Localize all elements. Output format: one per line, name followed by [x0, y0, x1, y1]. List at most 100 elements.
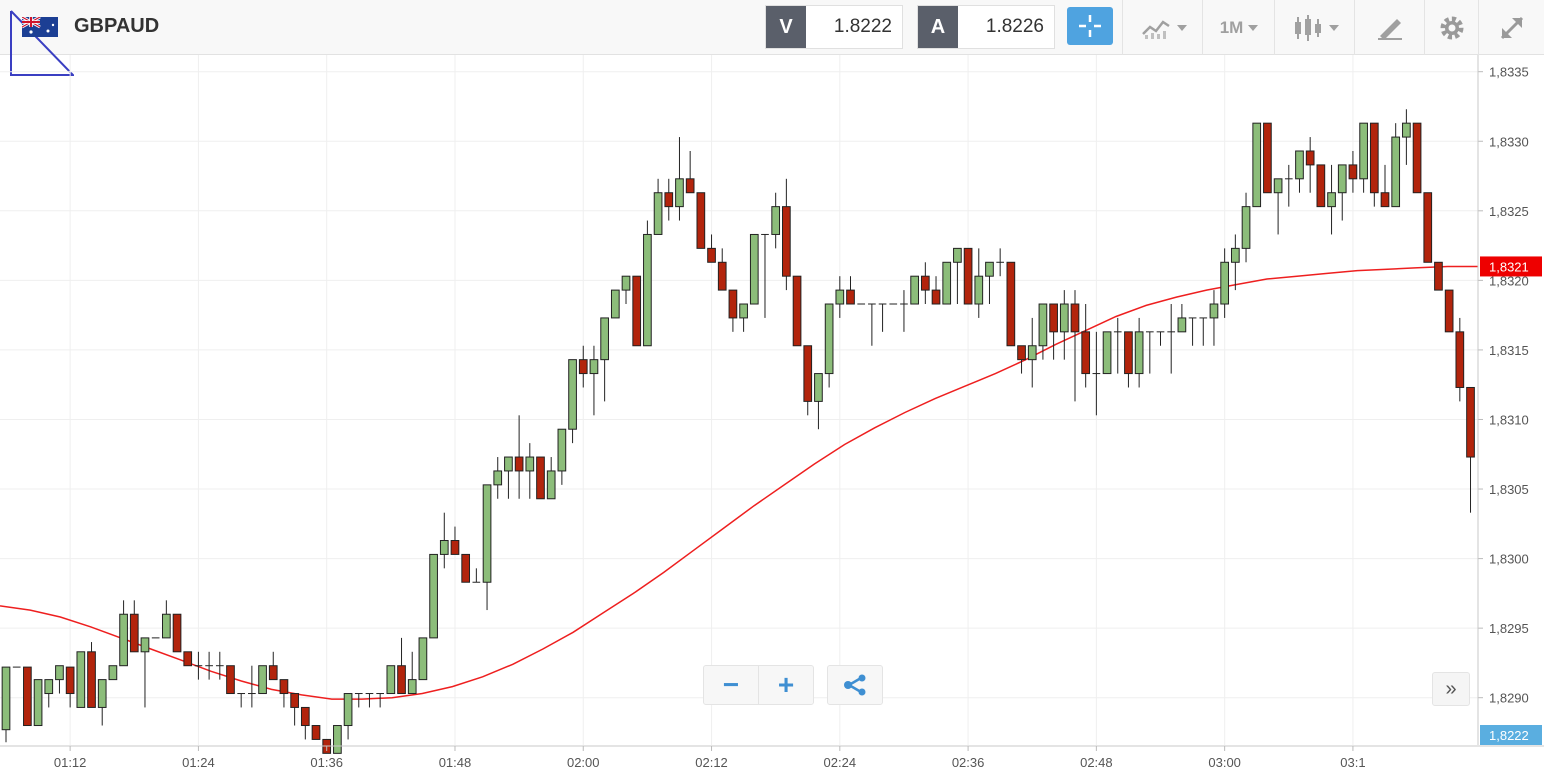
candle: [1444, 289, 1454, 333]
candle: [1134, 317, 1144, 388]
candle-body: [1434, 261, 1443, 291]
candle: [1241, 192, 1251, 263]
candle-body: [1391, 136, 1401, 208]
candle-body: [589, 359, 599, 375]
chart-type-dropdown[interactable]: [1274, 0, 1355, 55]
candle-body: [97, 679, 107, 708]
candle-body: [643, 233, 652, 347]
price-chart[interactable]: 1,82901,82951,83001,83051,83101,83151,83…: [0, 55, 1544, 781]
candle-body: [664, 192, 674, 208]
candle: [910, 275, 919, 305]
candle: [1348, 150, 1358, 193]
candle: [846, 276, 855, 305]
candle-body: [140, 637, 150, 653]
candle: [1049, 303, 1058, 360]
candle: [771, 192, 781, 249]
candle-body: [183, 651, 193, 667]
candle: [290, 693, 299, 726]
crosshair-button[interactable]: [1067, 7, 1113, 45]
candle: [1113, 317, 1122, 374]
candle-body: [65, 666, 75, 695]
candle: [65, 666, 75, 708]
candle: [237, 693, 246, 708]
candle-body: [1241, 206, 1251, 249]
candle-body: [1252, 122, 1262, 208]
candle-body: [407, 679, 417, 695]
chart-indicators-dropdown[interactable]: [1122, 0, 1203, 55]
candle: [1199, 317, 1208, 346]
candle-body: [44, 679, 54, 695]
scroll-to-latest-button[interactable]: »: [1432, 672, 1470, 706]
candle: [514, 415, 524, 499]
candle-body: [1455, 331, 1465, 388]
candle: [365, 693, 374, 708]
y-tick-label: 1,8310: [1489, 412, 1529, 427]
candle: [1412, 122, 1422, 194]
candle: [343, 693, 353, 740]
toolbar: GBPAUD V 1.8222 A 1.8226 1M: [0, 0, 1544, 76]
candle-body: [108, 665, 118, 681]
settings-button[interactable]: [1424, 0, 1479, 55]
candle-body: [1230, 247, 1240, 263]
candle-body: [1070, 303, 1080, 333]
candle: [1391, 123, 1401, 208]
x-tick-label: 01:48: [439, 755, 472, 770]
moving-average-line: [0, 265, 1478, 700]
candle: [900, 290, 908, 332]
chevron-down-icon: [1248, 24, 1259, 31]
share-button[interactable]: [827, 665, 883, 705]
candle-body: [119, 613, 128, 667]
candle: [931, 276, 941, 305]
timeframe-label: 1M: [1219, 17, 1244, 37]
candle: [568, 359, 577, 444]
candle-body: [439, 540, 449, 555]
candle-body: [696, 192, 706, 249]
candle-body: [386, 665, 396, 695]
candle: [300, 706, 310, 740]
candle-body: [1305, 150, 1315, 166]
candle-body: [717, 261, 727, 291]
candle-body: [300, 706, 310, 727]
candle-body: [974, 275, 984, 305]
candle: [953, 247, 962, 305]
candle: [119, 600, 128, 667]
chevron-down-icon: [1328, 24, 1339, 31]
candle: [546, 457, 556, 500]
y-tick-label: 1,8290: [1489, 691, 1529, 706]
bid-quote[interactable]: V 1.8222: [765, 5, 903, 49]
candle-body: [482, 484, 492, 583]
candle-body: [1177, 317, 1187, 333]
ask-label: A: [918, 6, 958, 48]
timeframe-dropdown[interactable]: 1M: [1202, 0, 1275, 55]
candle-body: [1444, 289, 1454, 333]
drawing-tools-button[interactable]: [1354, 0, 1425, 55]
candle: [108, 665, 118, 681]
candle-body: [835, 289, 845, 305]
last-price-tag: [1480, 256, 1542, 277]
ask-quote[interactable]: A 1.8226: [917, 5, 1055, 49]
candle-body: [536, 456, 545, 500]
moving-average-layer: [0, 265, 1478, 700]
candle-body: [920, 275, 930, 291]
zoom-in-button[interactable]: +: [777, 669, 795, 700]
candle: [1434, 261, 1443, 291]
candle-body: [985, 261, 994, 277]
candle-body: [33, 679, 43, 727]
candle: [814, 373, 823, 430]
candle-body: [1466, 386, 1475, 458]
candle: [749, 233, 759, 305]
candle: [268, 651, 278, 681]
candle: [76, 651, 86, 708]
candle: [525, 443, 535, 499]
zoom-out-button[interactable]: −: [704, 666, 759, 704]
candle: [258, 665, 267, 695]
candle-body: [1, 666, 11, 731]
x-tick-label: 02:36: [952, 755, 985, 770]
fullscreen-button[interactable]: [1478, 0, 1544, 55]
candle: [664, 178, 674, 221]
candle: [600, 317, 609, 402]
candle: [675, 137, 684, 221]
candle: [1295, 150, 1304, 193]
candle: [472, 568, 481, 583]
candle: [1059, 290, 1069, 360]
